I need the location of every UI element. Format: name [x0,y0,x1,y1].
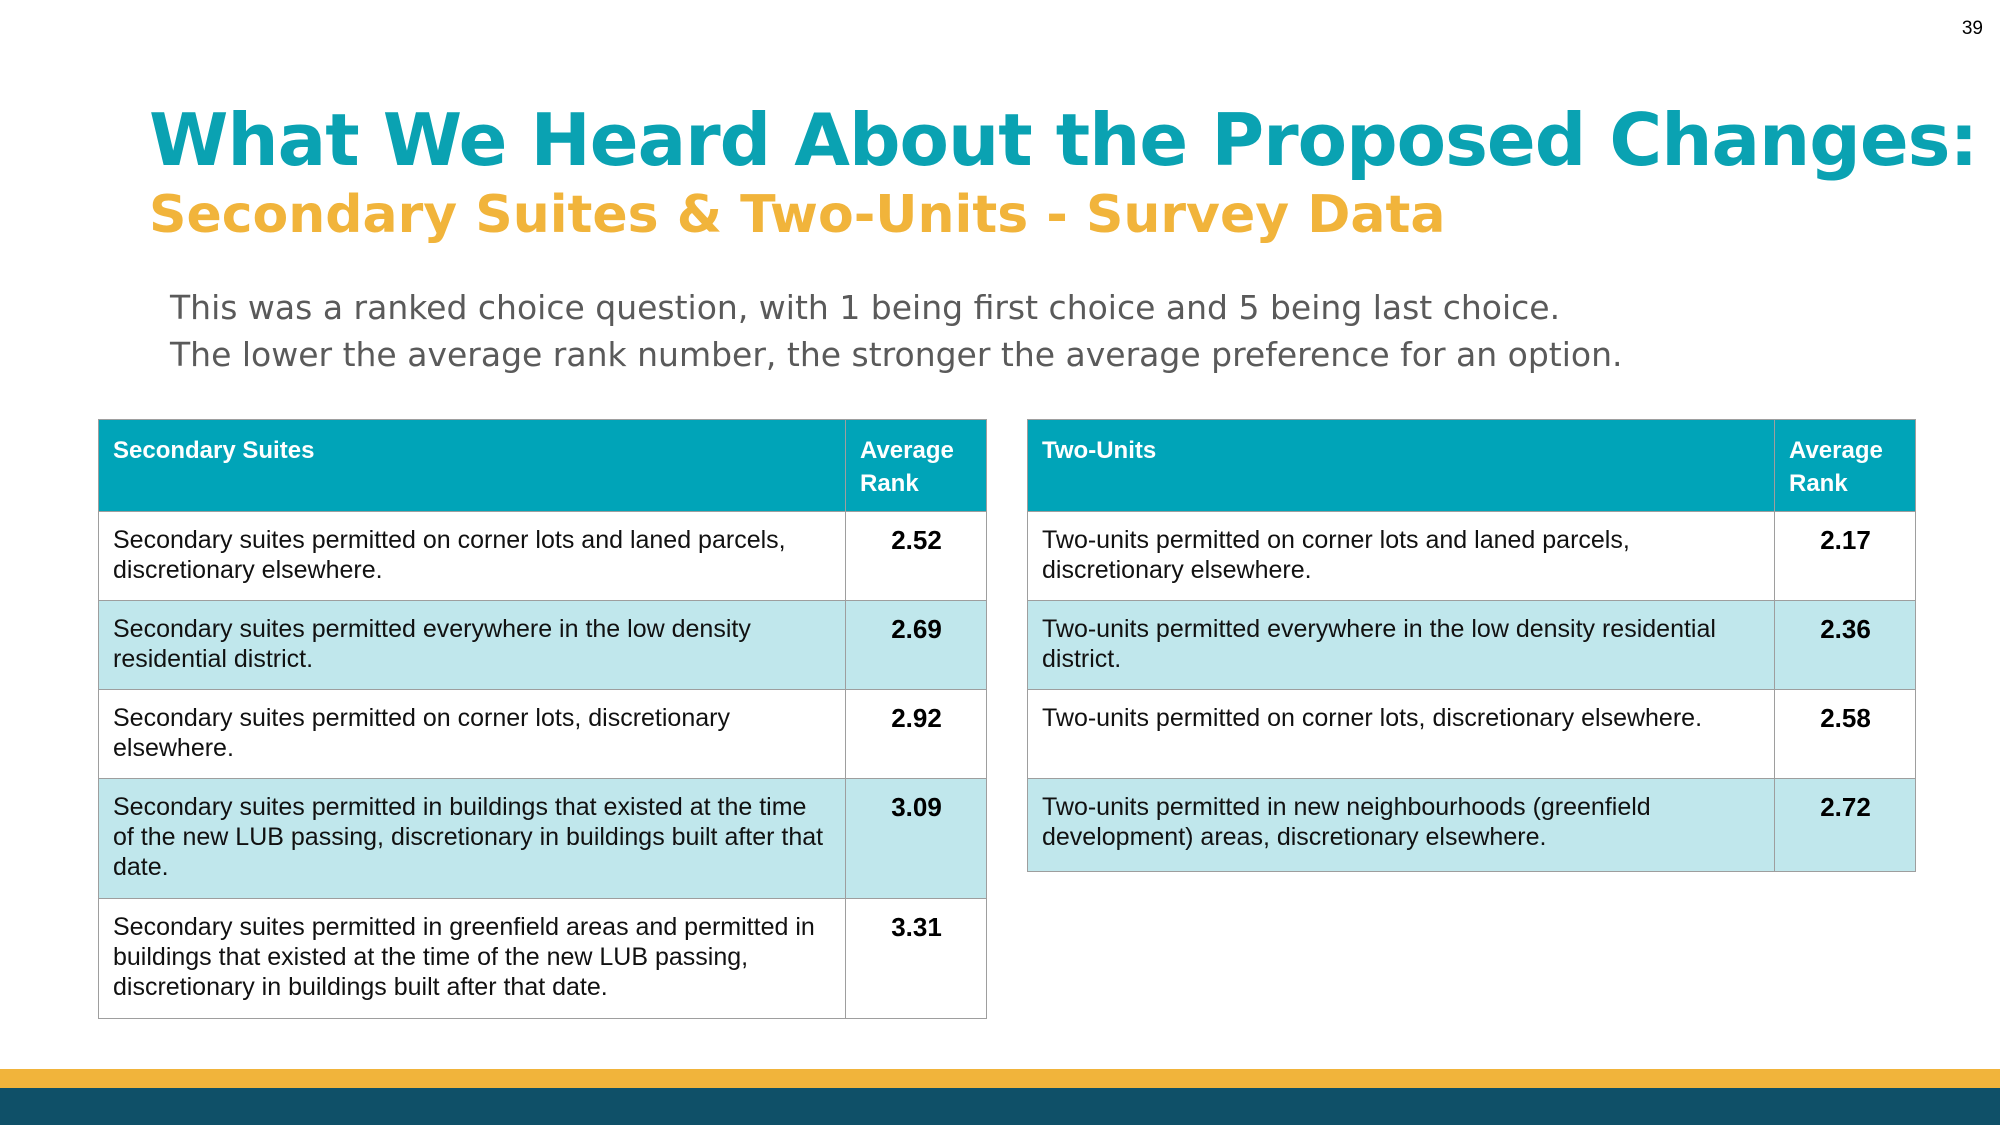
slide-title: What We Heard About the Proposed Changes… [149,98,1978,182]
average-rank-cell: 3.31 [845,898,987,1019]
option-cell: Secondary suites permitted in greenfield… [98,898,846,1019]
table-row: Two-units permitted in new neighbourhood… [1027,778,1916,872]
column-header-average-rank: Average Rank [1774,419,1916,512]
average-rank-cell: 2.69 [845,600,987,690]
ranking-note: This was a ranked choice question, with … [170,284,1622,378]
slide-subtitle: Secondary Suites & Two-Units - Survey Da… [149,185,1446,245]
page-number: 39 [1961,18,1983,39]
two-units-table: Two-Units Average Rank Two-units permitt… [1027,419,1916,872]
option-cell: Secondary suites permitted on corner lot… [98,689,846,779]
table-header-row: Two-Units Average Rank [1027,419,1916,512]
table-row: Two-units permitted everywhere in the lo… [1027,600,1916,690]
footer-band-gold [0,1069,2000,1088]
option-cell: Secondary suites permitted everywhere in… [98,600,846,690]
table-row: Secondary suites permitted in buildings … [98,778,987,899]
table-row: Secondary suites permitted in greenfield… [98,898,987,1019]
average-rank-cell: 2.72 [1774,778,1916,872]
footer-band-teal [0,1088,2000,1125]
option-cell: Two-units permitted on corner lots and l… [1027,511,1775,601]
table-row: Two-units permitted on corner lots, disc… [1027,689,1916,779]
average-rank-cell: 2.58 [1774,689,1916,779]
average-rank-cell: 2.52 [845,511,987,601]
table-row: Secondary suites permitted on corner lot… [98,511,987,601]
table-row: Secondary suites permitted on corner lot… [98,689,987,779]
option-cell: Two-units permitted everywhere in the lo… [1027,600,1775,690]
average-rank-cell: 2.36 [1774,600,1916,690]
average-rank-cell: 2.17 [1774,511,1916,601]
column-header-option: Secondary Suites [98,419,846,512]
option-cell: Secondary suites permitted on corner lot… [98,511,846,601]
option-cell: Two-units permitted in new neighbourhood… [1027,778,1775,872]
secondary-suites-table: Secondary Suites Average Rank Secondary … [98,419,987,1019]
ranking-note-line: This was a ranked choice question, with … [170,288,1561,327]
column-header-average-rank: Average Rank [845,419,987,512]
column-header-option: Two-Units [1027,419,1775,512]
table-header-row: Secondary Suites Average Rank [98,419,987,512]
average-rank-cell: 2.92 [845,689,987,779]
option-cell: Two-units permitted on corner lots, disc… [1027,689,1775,779]
average-rank-cell: 3.09 [845,778,987,899]
ranking-note-line: The lower the average rank number, the s… [170,335,1623,374]
table-row: Two-units permitted on corner lots and l… [1027,511,1916,601]
option-cell: Secondary suites permitted in buildings … [98,778,846,899]
table-row: Secondary suites permitted everywhere in… [98,600,987,690]
